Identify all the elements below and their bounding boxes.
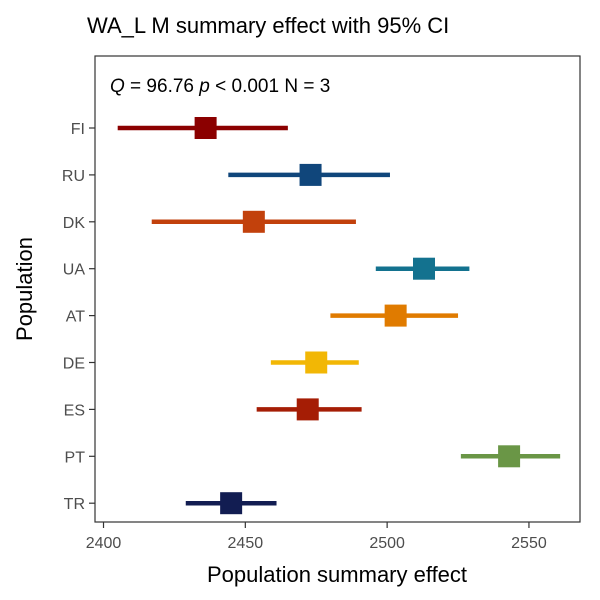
estimate-point-es xyxy=(296,398,319,421)
estimate-point-ua xyxy=(413,257,436,280)
p-symbol: p xyxy=(198,76,210,97)
y-tick-label-ru: RU xyxy=(62,168,85,185)
y-axis-title: Population xyxy=(12,237,37,341)
x-tick-label-2550: 2550 xyxy=(511,535,547,552)
x-axis: 2400 2450 2500 2550 xyxy=(86,522,547,552)
estimate-point-dk xyxy=(242,210,265,233)
y-tick-label-pt: PT xyxy=(65,449,86,466)
y-axis: FI RU DK UA AT DE ES PT TR xyxy=(62,121,95,513)
estimate-point-de xyxy=(305,351,328,374)
y-tick-label-ua: UA xyxy=(63,262,86,279)
q-value: = 96.76 xyxy=(125,76,199,97)
estimate-point-at xyxy=(384,304,407,327)
estimate-point-pt xyxy=(498,445,521,468)
q-symbol: Q xyxy=(110,76,125,97)
y-tick-label-at: AT xyxy=(66,309,85,326)
y-tick-label-dk: DK xyxy=(63,215,86,232)
x-tick-label-2450: 2450 xyxy=(228,535,264,552)
forest-marks xyxy=(117,117,561,515)
p-and-n-value: < 0.001 N = 3 xyxy=(210,76,330,97)
x-tick-label-2400: 2400 xyxy=(86,535,122,552)
y-tick-label-de: DE xyxy=(63,356,85,373)
x-tick-label-2500: 2500 xyxy=(369,535,405,552)
estimate-point-tr xyxy=(220,492,243,515)
x-axis-title: Population summary effect xyxy=(207,562,467,587)
estimate-point-ru xyxy=(299,163,322,186)
y-tick-label-es: ES xyxy=(64,402,85,419)
y-tick-label-fi: FI xyxy=(71,121,85,138)
chart-title: WA_L M summary effect with 95% CI xyxy=(87,13,449,38)
estimate-point-fi xyxy=(194,117,217,139)
plot-panel xyxy=(94,55,581,523)
stats-annotation: Q = 96.76 p < 0.001 N = 3 xyxy=(110,76,330,97)
y-tick-label-tr: TR xyxy=(64,496,85,513)
